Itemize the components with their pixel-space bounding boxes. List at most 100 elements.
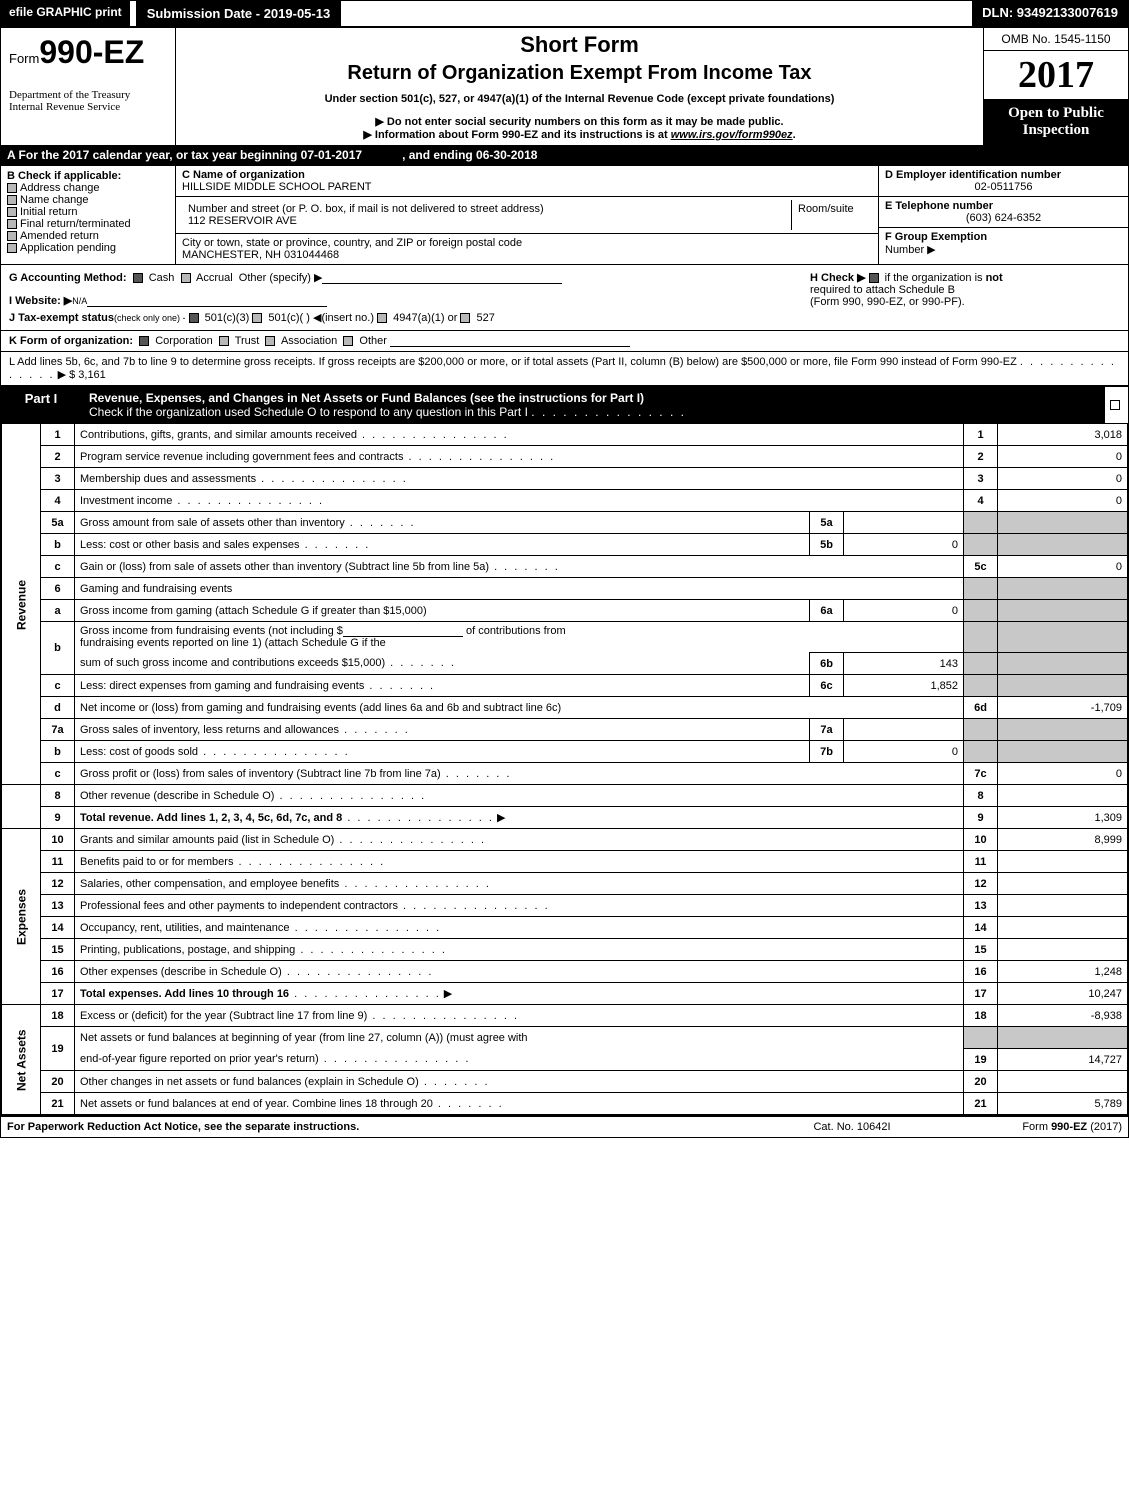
chk-501c3[interactable] [189, 313, 199, 323]
side-expenses: Expenses [2, 829, 41, 1005]
chk-4947[interactable] [377, 313, 387, 323]
k-other-input[interactable] [390, 335, 630, 347]
table-row: 16Other expenses (describe in Schedule O… [2, 961, 1128, 983]
chk-527[interactable] [460, 313, 470, 323]
room-suite-label: Room/suite [792, 200, 872, 230]
c-name-label: C Name of organization [182, 169, 872, 181]
part1-title: Revenue, Expenses, and Changes in Net As… [81, 387, 1104, 423]
form-number: Form990-EZ [9, 34, 167, 71]
open-line1: Open to Public [988, 105, 1124, 122]
k-other: Other [359, 335, 387, 347]
col-c-org-info: C Name of organization HILLSIDE MIDDLE S… [176, 166, 878, 264]
h-not: not [986, 272, 1003, 284]
line-ref: 2 [964, 446, 998, 468]
header-middle: Short Form Return of Organization Exempt… [176, 28, 983, 145]
chk-501c[interactable] [252, 313, 262, 323]
k-assoc: Association [281, 335, 337, 347]
short-form-title: Short Form [186, 32, 973, 58]
footer-cat: Cat. No. 10642I [762, 1121, 942, 1133]
row-i: I Website: ▶N/A [9, 294, 810, 307]
table-row: b Less: cost or other basis and sales ex… [2, 534, 1128, 556]
efile-print-button[interactable]: efile GRAPHIC print [1, 1, 130, 26]
part1-table: Revenue 1 Contributions, gifts, grants, … [1, 423, 1128, 1115]
table-row: 13Professional fees and other payments t… [2, 895, 1128, 917]
ein-value: 02-0511756 [885, 181, 1122, 193]
table-row: 3 Membership dues and assessments 30 [2, 468, 1128, 490]
table-row: 20Other changes in net assets or fund ba… [2, 1071, 1128, 1093]
part1-header: Part I Revenue, Expenses, and Changes in… [1, 385, 1128, 423]
f-label2: Number ▶ [885, 244, 936, 256]
under-section-text: Under section 501(c), 527, or 4947(a)(1)… [186, 93, 973, 105]
tax-year: 2017 [984, 51, 1128, 99]
irs-link[interactable]: www.irs.gov/form990ez [671, 129, 793, 141]
chk-initial-return[interactable]: Initial return [7, 206, 169, 218]
chk-application-pending[interactable]: Application pending [7, 242, 169, 254]
chk-address-change[interactable]: Address change [7, 182, 169, 194]
do-not-enter-text: ▶ Do not enter social security numbers o… [186, 115, 973, 128]
table-row: 6 Gaming and fundraising events [2, 578, 1128, 600]
chk-corporation[interactable] [139, 336, 149, 346]
h-text1: if the organization is [885, 272, 986, 284]
part1-sub: Check if the organization used Schedule … [89, 405, 528, 419]
chk-association[interactable] [265, 336, 275, 346]
table-row: b Less: cost of goods sold 7b0 [2, 741, 1128, 763]
chk-accrual[interactable] [181, 273, 191, 283]
city-value: MANCHESTER, NH 031044468 [182, 249, 872, 261]
j-501c: 501(c)( ) [268, 312, 310, 324]
g-other-input[interactable] [322, 272, 562, 284]
line-amt: 0 [998, 446, 1128, 468]
chk-h[interactable] [869, 273, 879, 283]
line-desc: Contributions, gifts, grants, and simila… [75, 424, 964, 446]
row-a-tax-year: A For the 2017 calendar year, or tax yea… [1, 145, 1128, 165]
f-group-row: F Group Exemption Number ▶ [879, 228, 1128, 259]
form-prefix: Form [9, 51, 39, 66]
table-row: 15Printing, publications, postage, and s… [2, 939, 1128, 961]
info-about-text: ▶ Information about Form 990-EZ and its … [186, 128, 973, 141]
city-label: City or town, state or province, country… [182, 237, 872, 249]
table-row: sum of such gross income and contributio… [2, 653, 1128, 675]
top-bar: efile GRAPHIC print Submission Date - 20… [1, 1, 1128, 26]
h-text2: required to attach Schedule B [810, 284, 955, 296]
org-name: HILLSIDE MIDDLE SCHOOL PARENT [182, 181, 872, 193]
k-trust: Trust [235, 335, 260, 347]
table-row: 9 Total revenue. Add lines 1, 2, 3, 4, 5… [2, 807, 1128, 829]
header-left: Form990-EZ Department of the Treasury In… [1, 28, 176, 145]
j-4947: 4947(a)(1) or [393, 312, 457, 324]
table-row: d Net income or (loss) from gaming and f… [2, 697, 1128, 719]
bcdef-block: B Check if applicable: Address change Na… [1, 165, 1128, 264]
chk-cash[interactable] [133, 273, 143, 283]
i-label: I Website: ▶ [9, 295, 72, 307]
c-city-row: City or town, state or province, country… [176, 234, 878, 264]
phone-value: (603) 624-6352 [885, 212, 1122, 224]
chk-other[interactable] [343, 336, 353, 346]
table-row: 14Occupancy, rent, utilities, and mainte… [2, 917, 1128, 939]
footer-form: Form 990-EZ (2017) [942, 1121, 1122, 1133]
d-label: D Employer identification number [885, 169, 1122, 181]
side-net-assets: Net Assets [2, 1005, 41, 1115]
open-line2: Inspection [988, 122, 1124, 139]
part1-checkbox[interactable] [1104, 387, 1128, 423]
col-b-checkboxes: B Check if applicable: Address change Na… [1, 166, 176, 264]
j-527: 527 [476, 312, 494, 324]
row-k: K Form of organization: Corporation Trus… [1, 330, 1128, 351]
chk-trust[interactable] [219, 336, 229, 346]
g-accounting: G Accounting Method: Cash Accrual Other … [9, 271, 810, 324]
row-j: J Tax-exempt status(check only one) - 50… [9, 311, 810, 324]
table-row: c Gain or (loss) from sale of assets oth… [2, 556, 1128, 578]
line-num: 2 [41, 446, 75, 468]
chk-amended-return[interactable]: Amended return [7, 230, 169, 242]
col-def: D Employer identification number 02-0511… [878, 166, 1128, 264]
fundraising-amount-input[interactable] [343, 625, 463, 637]
table-row: 5a Gross amount from sale of assets othe… [2, 512, 1128, 534]
form-header: Form990-EZ Department of the Treasury In… [1, 26, 1128, 145]
table-row: Expenses 10 Grants and similar amounts p… [2, 829, 1128, 851]
row-a-ending: , and ending 06-30-2018 [402, 148, 537, 162]
submission-date-button[interactable]: Submission Date - 2019-05-13 [136, 1, 342, 26]
table-row: 12Salaries, other compensation, and empl… [2, 873, 1128, 895]
h-check: H Check ▶ if the organization is not req… [810, 271, 1120, 324]
l-text: L Add lines 5b, 6c, and 7b to line 9 to … [9, 356, 1017, 368]
header-right: OMB No. 1545-1150 2017 Open to Public In… [983, 28, 1128, 145]
chk-name-change[interactable]: Name change [7, 194, 169, 206]
topbar-spacer [341, 1, 972, 26]
chk-final-return[interactable]: Final return/terminated [7, 218, 169, 230]
